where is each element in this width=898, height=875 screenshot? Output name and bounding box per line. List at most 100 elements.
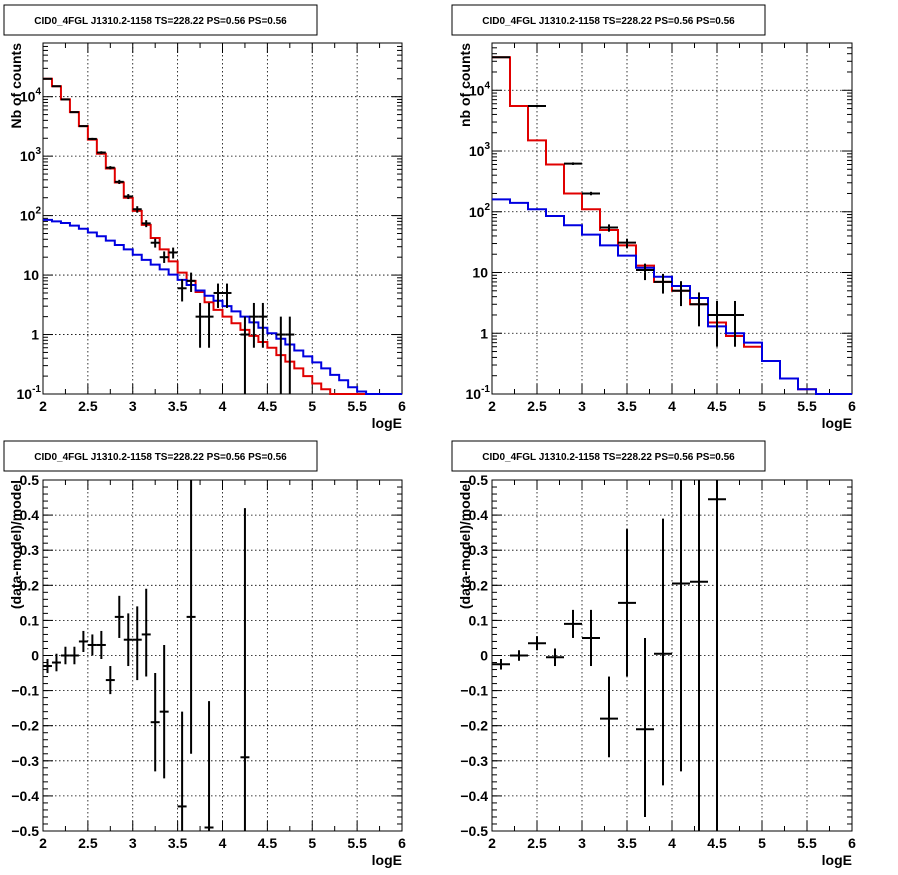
x-axis-title: logE: [372, 852, 402, 868]
data-point: [654, 518, 672, 786]
y-tick-label: 0.1: [20, 612, 40, 628]
y-tick-label: −0.4: [11, 788, 39, 804]
x-tick-label: 4: [219, 398, 227, 414]
x-tick-label: 5: [308, 835, 316, 851]
x-tick-label: 4.5: [707, 835, 727, 851]
data-point: [528, 105, 546, 108]
x-tick-label: 2.5: [78, 835, 98, 851]
chart-panel-p1: CID0_4FGL J1310.2-1158 TS=228.22 PS=0.56…: [3, 4, 406, 431]
data-point: [564, 609, 582, 638]
data-point: [168, 247, 178, 259]
data-point: [528, 636, 546, 651]
title-box: [3, 4, 318, 36]
data-point: [105, 166, 115, 170]
data-point: [636, 263, 654, 281]
data-point: [177, 279, 187, 302]
chart-title: CID0_4FGL J1310.2-1158 TS=228.22 PS=0.56…: [482, 452, 735, 463]
y-tick-label: 1: [31, 327, 39, 343]
y-tick-label: −0.2: [460, 718, 488, 734]
x-tick-label: 5.5: [797, 835, 817, 851]
y-tick-label: 10: [23, 267, 39, 283]
data-point: [672, 480, 690, 772]
data-point: [43, 659, 52, 674]
data-point: [204, 302, 214, 348]
data-point: [132, 206, 142, 213]
x-axis-title: logE: [372, 415, 402, 431]
data-point: [60, 98, 70, 101]
x-tick-label: 5.5: [347, 835, 367, 851]
y-tick-label: 0: [480, 648, 488, 664]
data-point: [51, 653, 61, 672]
x-tick-label: 4.5: [707, 398, 727, 414]
x-tick-label: 4.5: [258, 835, 278, 851]
data-point: [510, 650, 528, 661]
y-tick-label: 0.2: [469, 577, 489, 593]
y-axis-title: nb of counts: [457, 43, 473, 127]
data-point: [177, 711, 187, 831]
x-tick-label: 2.5: [78, 398, 98, 414]
y-tick-label: 1: [480, 325, 488, 341]
y-tick-label: 0: [31, 648, 39, 664]
data-point: [240, 316, 250, 394]
x-tick-label: 4: [668, 835, 676, 851]
y-axis-title: Nb of counts: [8, 43, 24, 129]
x-tick-label: 5.5: [797, 398, 817, 414]
x-tick-label: 3.5: [168, 398, 188, 414]
y-tick-label: 103: [469, 141, 491, 159]
x-tick-label: 6: [398, 398, 406, 414]
x-axis-title: logE: [822, 415, 852, 431]
data-point: [78, 125, 88, 128]
data-point: [204, 701, 214, 831]
data-point: [618, 238, 636, 249]
y-tick-label: 0.5: [469, 472, 489, 488]
data-point: [186, 480, 196, 754]
y-tick-label: −0.2: [11, 718, 39, 734]
x-tick-label: 3.5: [617, 398, 637, 414]
y-tick-label: −0.3: [460, 753, 488, 769]
y-axis-title: (data-model)/model: [457, 480, 473, 609]
x-tick-label: 4: [668, 398, 676, 414]
data-point: [240, 508, 250, 831]
data-point: [276, 316, 286, 394]
data-point: [618, 529, 636, 677]
y-tick-label: 0.1: [469, 612, 489, 628]
y-tick-label: −0.1: [460, 683, 488, 699]
chart-title: CID0_4FGL J1310.2-1158 TS=228.22 PS=0.56…: [34, 452, 287, 463]
data-point: [105, 666, 115, 695]
y-tick-label: 0.3: [20, 542, 40, 558]
x-tick-label: 5: [308, 398, 316, 414]
title-box: [3, 440, 318, 472]
title-box: [451, 440, 766, 472]
data-point: [150, 673, 160, 772]
x-tick-label: 3: [578, 398, 586, 414]
data-point: [114, 595, 124, 638]
data-point: [564, 162, 582, 165]
data-point: [546, 648, 564, 667]
x-tick-label: 6: [848, 398, 856, 414]
y-tick-label: 104: [20, 87, 42, 105]
data-point: [123, 194, 133, 200]
data-point: [258, 302, 268, 348]
y-tick-label: −0.4: [460, 788, 488, 804]
y-tick-label: 0.5: [20, 472, 40, 488]
x-tick-label: 5: [758, 398, 766, 414]
data-point: [69, 111, 79, 114]
y-tick-label: 10: [472, 265, 488, 281]
data-point: [141, 220, 151, 228]
y-tick-label: −0.5: [460, 823, 488, 839]
y-tick-label: 0.4: [469, 507, 489, 523]
data-point: [285, 316, 295, 394]
x-tick-label: 2: [39, 835, 47, 851]
data-point: [51, 85, 61, 88]
data-point: [600, 224, 618, 232]
y-tick-label: 103: [20, 146, 42, 164]
data-point: [141, 588, 151, 677]
data-point: [87, 634, 97, 656]
y-tick-label: −0.3: [11, 753, 39, 769]
y-tick-label: 10-1: [17, 384, 42, 402]
data-point: [87, 137, 97, 140]
x-tick-label: 5.5: [347, 398, 367, 414]
data-point: [726, 300, 744, 347]
x-tick-label: 5: [758, 835, 766, 851]
